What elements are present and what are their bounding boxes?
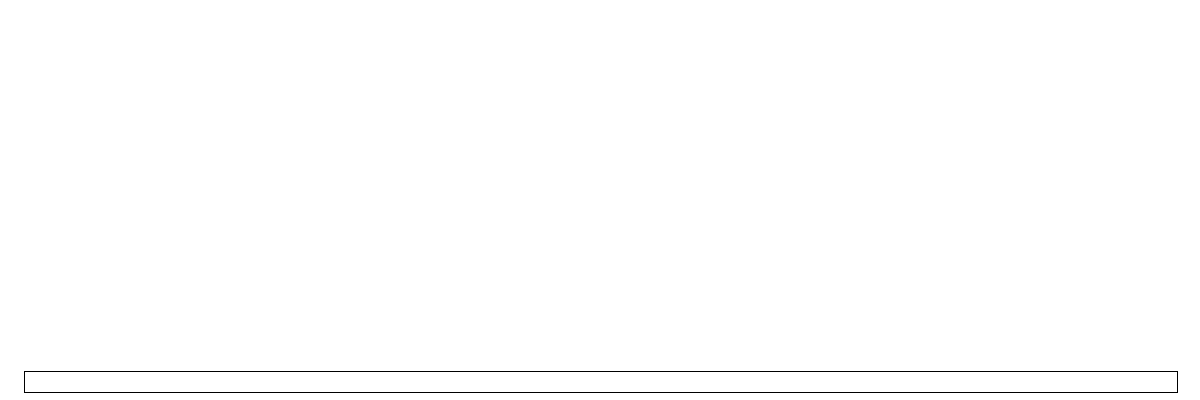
legend (24, 371, 1178, 393)
plot-area (0, 0, 1200, 368)
